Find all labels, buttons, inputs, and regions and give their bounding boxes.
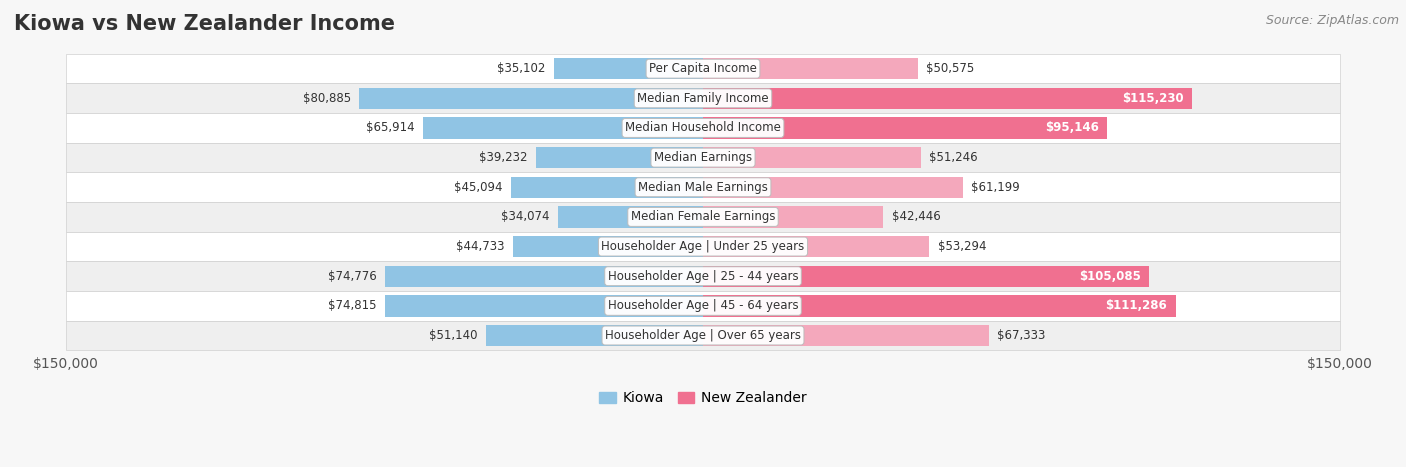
Bar [703, 177, 963, 198]
Text: $35,102: $35,102 [498, 62, 546, 75]
Text: Source: ZipAtlas.com: Source: ZipAtlas.com [1265, 14, 1399, 27]
Bar [66, 321, 1340, 350]
Text: $95,146: $95,146 [1045, 121, 1098, 134]
Text: Median Male Earnings: Median Male Earnings [638, 181, 768, 194]
Text: $39,232: $39,232 [479, 151, 527, 164]
Text: $51,246: $51,246 [929, 151, 977, 164]
Bar [486, 325, 703, 346]
Text: Median Family Income: Median Family Income [637, 92, 769, 105]
Bar [512, 177, 703, 198]
Bar [66, 84, 1340, 113]
Bar [703, 206, 883, 227]
Bar [703, 236, 929, 257]
Text: $105,085: $105,085 [1078, 270, 1140, 283]
Bar [703, 325, 988, 346]
Text: Per Capita Income: Per Capita Income [650, 62, 756, 75]
Bar [66, 113, 1340, 143]
Text: $45,094: $45,094 [454, 181, 503, 194]
Bar [66, 172, 1340, 202]
Legend: Kiowa, New Zealander: Kiowa, New Zealander [593, 386, 813, 411]
Bar [360, 88, 703, 109]
Text: $51,140: $51,140 [429, 329, 477, 342]
Bar [385, 295, 703, 317]
Bar [536, 147, 703, 168]
Bar [423, 117, 703, 139]
Text: $42,446: $42,446 [891, 211, 941, 223]
Text: Kiowa vs New Zealander Income: Kiowa vs New Zealander Income [14, 14, 395, 34]
Bar [66, 262, 1340, 291]
Bar [66, 232, 1340, 262]
Bar [703, 266, 1149, 287]
Bar [703, 295, 1175, 317]
Text: $44,733: $44,733 [456, 240, 505, 253]
Text: $53,294: $53,294 [938, 240, 987, 253]
Text: Median Earnings: Median Earnings [654, 151, 752, 164]
Text: Median Household Income: Median Household Income [626, 121, 780, 134]
Bar [513, 236, 703, 257]
Text: $111,286: $111,286 [1105, 299, 1167, 312]
Bar [66, 54, 1340, 84]
Text: Householder Age | 25 - 44 years: Householder Age | 25 - 44 years [607, 270, 799, 283]
Text: Householder Age | 45 - 64 years: Householder Age | 45 - 64 years [607, 299, 799, 312]
Bar [703, 117, 1107, 139]
Text: Householder Age | Under 25 years: Householder Age | Under 25 years [602, 240, 804, 253]
Bar [558, 206, 703, 227]
Bar [703, 88, 1192, 109]
Text: $65,914: $65,914 [366, 121, 415, 134]
Bar [703, 147, 921, 168]
Text: $61,199: $61,199 [972, 181, 1021, 194]
Bar [66, 291, 1340, 321]
Bar [66, 143, 1340, 172]
Text: $80,885: $80,885 [302, 92, 352, 105]
Text: $67,333: $67,333 [997, 329, 1046, 342]
Bar [554, 58, 703, 79]
Text: $115,230: $115,230 [1122, 92, 1184, 105]
Text: $34,074: $34,074 [502, 211, 550, 223]
Text: $50,575: $50,575 [927, 62, 974, 75]
Bar [703, 58, 918, 79]
Text: $74,815: $74,815 [328, 299, 377, 312]
Text: $74,776: $74,776 [328, 270, 377, 283]
Bar [66, 202, 1340, 232]
Text: Median Female Earnings: Median Female Earnings [631, 211, 775, 223]
Bar [385, 266, 703, 287]
Text: Householder Age | Over 65 years: Householder Age | Over 65 years [605, 329, 801, 342]
